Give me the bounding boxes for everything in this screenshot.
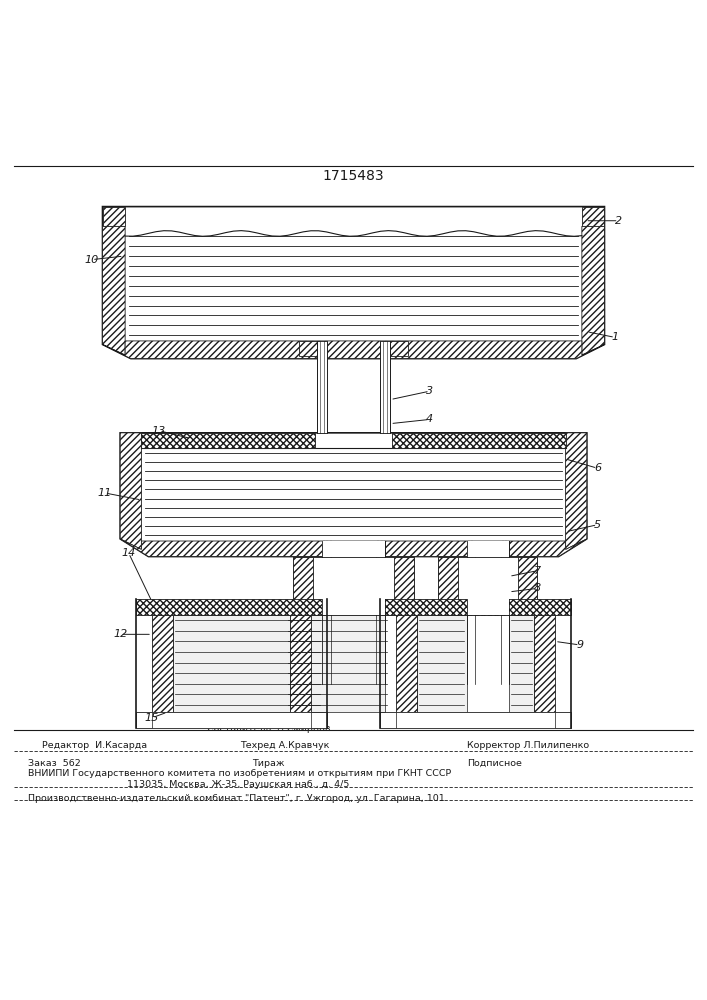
Text: 113035, Москва, Ж-35, Раушская наб., д. 4/5: 113035, Москва, Ж-35, Раушская наб., д. … (127, 780, 350, 789)
Polygon shape (317, 341, 327, 433)
Polygon shape (509, 615, 534, 712)
Polygon shape (390, 341, 408, 356)
Text: 4: 4 (426, 414, 433, 424)
Polygon shape (103, 207, 604, 359)
Polygon shape (120, 433, 587, 557)
Polygon shape (534, 615, 555, 712)
Polygon shape (322, 541, 385, 557)
Polygon shape (125, 233, 582, 341)
Polygon shape (380, 341, 390, 433)
Polygon shape (120, 433, 141, 549)
Polygon shape (299, 341, 317, 356)
Polygon shape (392, 433, 566, 448)
Polygon shape (293, 557, 313, 615)
Text: 14: 14 (122, 548, 136, 558)
Text: 6: 6 (594, 463, 601, 473)
Text: 3: 3 (426, 386, 433, 396)
Text: ВНИИПИ Государственного комитета по изобретениям и открытиям при ГКНТ СССР: ВНИИПИ Государственного комитета по изоб… (28, 769, 452, 778)
Polygon shape (566, 433, 587, 549)
Text: 1715483: 1715483 (322, 169, 385, 183)
Bar (396, 712, 555, 728)
Polygon shape (136, 599, 327, 615)
Polygon shape (141, 448, 566, 541)
Text: 1: 1 (612, 332, 619, 342)
Text: Производственно-издательский комбинат "Патент", г. Ужгород, ул. Гагарина, 101: Производственно-издательский комбинат "П… (28, 794, 445, 803)
Polygon shape (152, 615, 173, 712)
Polygon shape (467, 541, 509, 557)
Polygon shape (141, 433, 315, 448)
Text: Редактор  И.Касарда: Редактор И.Касарда (42, 741, 148, 750)
Polygon shape (290, 615, 311, 712)
Text: Составитель  А.Смирнов: Составитель А.Смирнов (207, 724, 330, 733)
Text: Тираж: Тираж (252, 759, 285, 768)
Polygon shape (438, 557, 537, 615)
Polygon shape (467, 599, 509, 615)
Text: 11: 11 (98, 488, 112, 498)
Text: Заказ  562: Заказ 562 (28, 759, 81, 768)
Text: 5: 5 (594, 520, 601, 530)
Polygon shape (173, 615, 322, 712)
Polygon shape (396, 615, 417, 712)
Text: 13: 13 (152, 426, 166, 436)
Polygon shape (380, 712, 571, 728)
Text: 9: 9 (576, 640, 583, 650)
Text: Техред А.Кравчук: Техред А.Кравчук (240, 741, 329, 750)
Polygon shape (103, 207, 125, 226)
Text: 15: 15 (145, 713, 159, 723)
Text: 8: 8 (534, 583, 541, 593)
Polygon shape (417, 615, 467, 712)
Text: 10: 10 (85, 255, 99, 265)
Polygon shape (293, 557, 414, 615)
Text: 12: 12 (113, 629, 127, 639)
Polygon shape (582, 226, 604, 355)
Polygon shape (290, 615, 385, 712)
Polygon shape (380, 599, 571, 615)
Text: 2: 2 (615, 216, 622, 226)
Text: Корректор Л.Пилипенко: Корректор Л.Пилипенко (467, 741, 589, 750)
Text: 7: 7 (534, 566, 541, 576)
Polygon shape (582, 207, 604, 226)
Polygon shape (136, 712, 327, 728)
Polygon shape (394, 557, 414, 615)
Text: Подписное: Подписное (467, 759, 522, 768)
Polygon shape (518, 557, 537, 615)
Bar (152, 712, 311, 728)
Polygon shape (322, 599, 385, 615)
Polygon shape (120, 539, 587, 557)
Polygon shape (103, 226, 125, 355)
Polygon shape (438, 557, 458, 615)
Polygon shape (103, 341, 604, 359)
